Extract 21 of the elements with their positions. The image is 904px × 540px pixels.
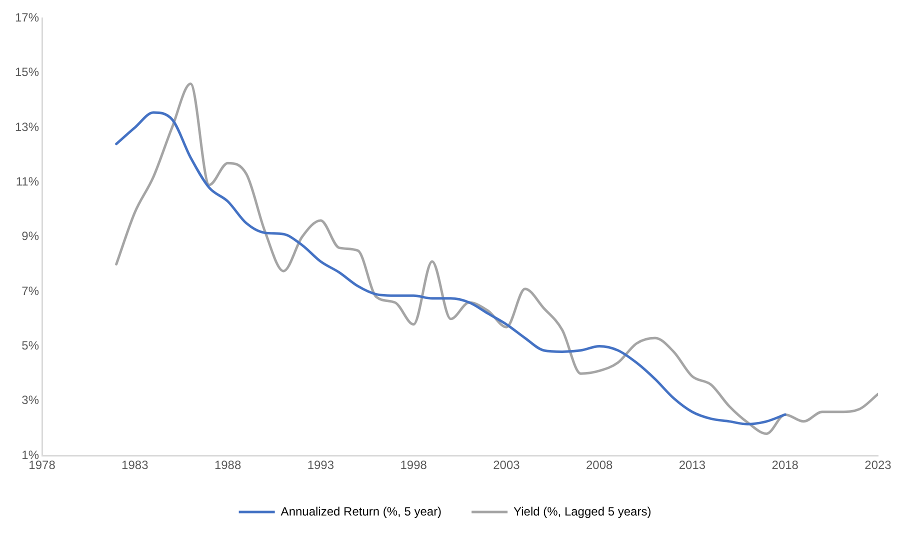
x-tick-label: 1983 [122,458,149,472]
y-tick-label: 9% [22,229,40,244]
y-tick-label: 3% [22,393,40,408]
y-tick-label: 15% [14,65,40,80]
x-tick-label: 1988 [214,458,242,472]
x-tick-label: 2013 [678,458,706,472]
legend-label: Annualized Return (%, 5 year) [280,504,442,518]
y-tick-label: 17% [14,10,40,25]
x-tick-label: 2003 [493,458,520,472]
y-tick-label: 11% [16,174,40,189]
x-tick-label: 2023 [864,458,892,472]
line-series [115,111,786,426]
y-tick-label: 5% [22,338,40,353]
legend-label: Yield (%, Lagged 5 years) [514,504,652,518]
x-tick-label: 1998 [400,458,428,472]
y-tick-label: 13% [14,120,40,134]
x-tick-label: 1993 [307,458,334,472]
x-tick-label: 2008 [586,458,614,472]
x-tick-label: 2018 [772,458,799,472]
line-series [115,82,878,435]
y-tick-label: 7% [22,284,40,298]
